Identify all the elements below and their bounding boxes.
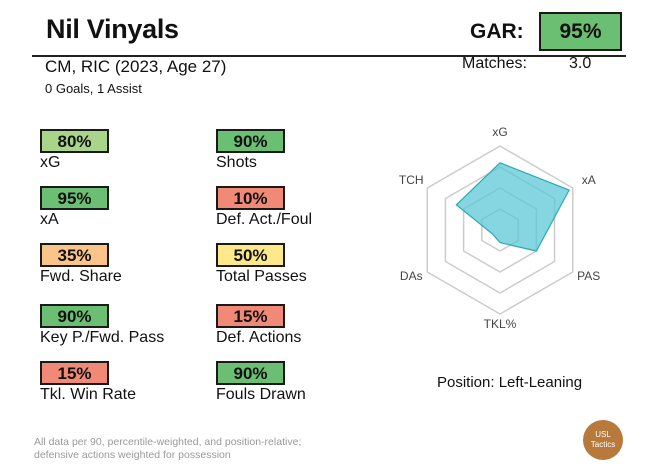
position-note: Position: Left-Leaning <box>437 374 583 391</box>
stat-badge: 90% <box>40 304 109 328</box>
stat-def-actions: 15% Def. Actions <box>216 304 301 347</box>
stat-label: Fouls Drawn <box>216 386 306 403</box>
stat-def-act-foul: 10% Def. Act./Foul <box>216 186 312 229</box>
stat-xa: 95% xA <box>40 186 109 229</box>
logo-text: USL <box>595 430 611 439</box>
radar-data-polygon <box>455 162 570 252</box>
stat-total-passes: 50% Total Passes <box>216 243 307 286</box>
stat-badge: 15% <box>40 361 109 385</box>
stat-badge: 90% <box>216 129 285 153</box>
stat-badge: 15% <box>216 304 285 328</box>
stat-label: Key P./Fwd. Pass <box>40 329 165 346</box>
stat-label: Def. Act./Foul <box>216 211 313 228</box>
stat-label: Shots <box>216 154 257 171</box>
stat-key-passes: 90% Key P./Fwd. Pass <box>40 304 164 347</box>
radar-axis-label: PAS <box>577 269 600 283</box>
stat-label: xG <box>40 154 61 171</box>
stat-badge: 90% <box>216 361 285 385</box>
footnote-line: defensive actions weighted for possessio… <box>34 449 231 461</box>
stat-tkl-win-rate: 15% Tkl. Win Rate <box>40 361 136 404</box>
gar-value-badge: 95% <box>539 12 622 51</box>
stat-label: Def. Actions <box>216 329 302 346</box>
stat-badge: 10% <box>216 186 285 210</box>
stat-badge: 80% <box>40 129 109 153</box>
stat-badge: 50% <box>216 243 285 267</box>
radar-grid-ring <box>426 145 574 315</box>
footnote-line: All data per 90, percentile-weighted, an… <box>34 436 302 448</box>
stat-label: Fwd. Share <box>40 268 122 285</box>
stat-badge: 95% <box>40 186 109 210</box>
player-name: Nil Vinyals <box>46 14 179 44</box>
gar-label: GAR: <box>470 20 524 43</box>
radar-axis-label: xA <box>582 173 596 187</box>
footnote: All data per 90, percentile-weighted, an… <box>34 436 354 462</box>
radar-axis-label: TCH <box>399 173 424 187</box>
stat-badge: 35% <box>40 243 109 267</box>
radar-chart: xG xA PAS TKL% DAs TCH <box>399 125 600 331</box>
stat-label: xA <box>40 211 59 228</box>
usl-tactics-logo: USL Tactics <box>583 420 623 460</box>
stat-label: Total Passes <box>216 268 307 285</box>
stat-xg: 80% xG <box>40 129 109 172</box>
goals-assists-line: 0 Goals, 1 Assist <box>45 81 142 96</box>
header-divider <box>32 55 626 57</box>
matches-value: 3.0 <box>569 55 592 72</box>
stat-fwd-share: 35% Fwd. Share <box>40 243 122 286</box>
stat-label: Tkl. Win Rate <box>40 386 137 403</box>
stat-fouls-drawn: 90% Fouls Drawn <box>216 361 306 404</box>
logo-text: Tactics <box>590 440 616 449</box>
stat-shots: 90% Shots <box>216 129 285 172</box>
player-subtitle: CM, RIC (2023, Age 27) <box>45 57 227 76</box>
radar-axis-label: TKL% <box>484 317 517 331</box>
radar-axis-label: xG <box>492 125 507 139</box>
matches-label: Matches: <box>462 55 527 72</box>
radar-axis-label: DAs <box>400 269 423 283</box>
